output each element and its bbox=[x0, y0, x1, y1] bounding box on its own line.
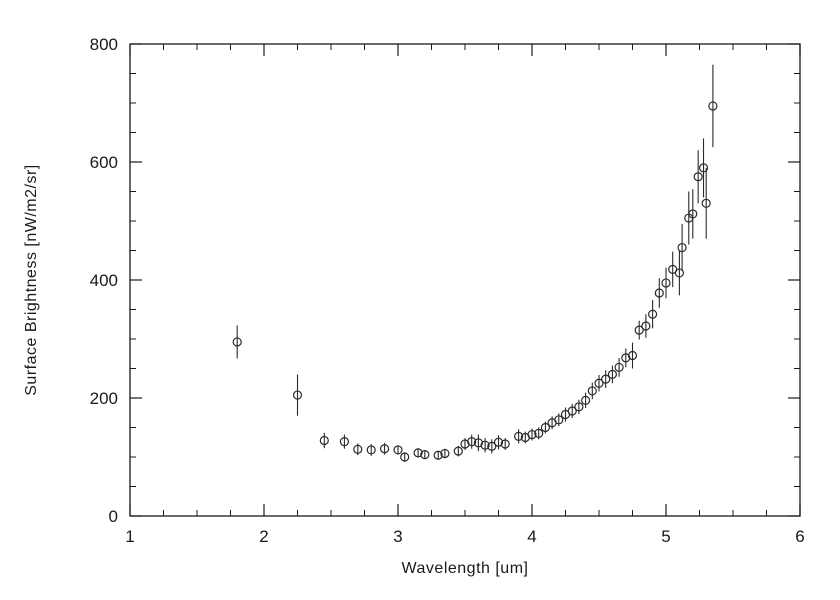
y-axis-title: Surface Brightness [nW/m2/sr] bbox=[23, 164, 40, 395]
data-point bbox=[493, 437, 504, 447]
x-axis-title: Wavelength [um] bbox=[402, 560, 529, 577]
data-point bbox=[594, 378, 604, 388]
data-point bbox=[527, 429, 537, 440]
data-point bbox=[693, 172, 703, 182]
data-point bbox=[661, 278, 671, 288]
y-tick-label: 800 bbox=[90, 35, 118, 54]
data-point bbox=[433, 450, 443, 460]
data-point bbox=[614, 362, 624, 372]
data-point bbox=[473, 438, 483, 448]
data-point bbox=[654, 288, 664, 298]
data-point bbox=[574, 402, 584, 412]
data-point bbox=[353, 444, 363, 454]
data-point bbox=[677, 242, 687, 253]
data-point bbox=[339, 437, 349, 447]
data-point bbox=[688, 209, 698, 219]
data-point bbox=[467, 437, 477, 447]
data-point bbox=[440, 448, 450, 459]
y-tick-label: 0 bbox=[109, 507, 118, 526]
x-tick-label: 3 bbox=[393, 527, 402, 546]
data-point bbox=[413, 448, 423, 458]
x-tick-label: 6 bbox=[795, 527, 804, 546]
data-point bbox=[674, 268, 685, 278]
data-point bbox=[580, 395, 591, 405]
data-point bbox=[380, 444, 390, 454]
data-point bbox=[319, 435, 329, 446]
data-point bbox=[621, 353, 631, 363]
data-point bbox=[513, 431, 524, 441]
data-point bbox=[500, 439, 510, 449]
data-point bbox=[292, 390, 303, 400]
data-point bbox=[587, 386, 597, 396]
data-point bbox=[453, 446, 463, 456]
data-point bbox=[540, 422, 551, 433]
data-point bbox=[627, 350, 638, 361]
x-tick-label: 2 bbox=[259, 527, 268, 546]
data-point bbox=[480, 440, 490, 450]
data-point bbox=[232, 337, 242, 347]
y-tick-label: 400 bbox=[90, 271, 118, 290]
data-point bbox=[460, 439, 470, 449]
data-point bbox=[567, 406, 577, 416]
x-tick-label: 5 bbox=[661, 527, 670, 546]
data-point bbox=[641, 321, 651, 331]
data-point bbox=[601, 374, 611, 384]
plot-area: 1 2 3 4 5 6 0 200 400 600 800 bbox=[90, 35, 805, 546]
data-point bbox=[607, 369, 618, 379]
data-point bbox=[420, 450, 430, 460]
data-point bbox=[554, 415, 564, 425]
data-point bbox=[400, 452, 410, 462]
data-point bbox=[647, 309, 658, 319]
data-point bbox=[698, 163, 709, 173]
x-tick-label: 1 bbox=[125, 527, 134, 546]
data-point bbox=[701, 198, 711, 208]
data-point bbox=[634, 325, 644, 335]
y-tick-label: 200 bbox=[90, 389, 118, 408]
data-point bbox=[708, 101, 718, 111]
data-point bbox=[393, 445, 403, 455]
data-point bbox=[534, 428, 544, 438]
data-point bbox=[487, 441, 497, 451]
y-tick-label: 600 bbox=[90, 153, 118, 172]
data-point bbox=[366, 445, 376, 455]
x-tick-label: 4 bbox=[527, 527, 536, 546]
